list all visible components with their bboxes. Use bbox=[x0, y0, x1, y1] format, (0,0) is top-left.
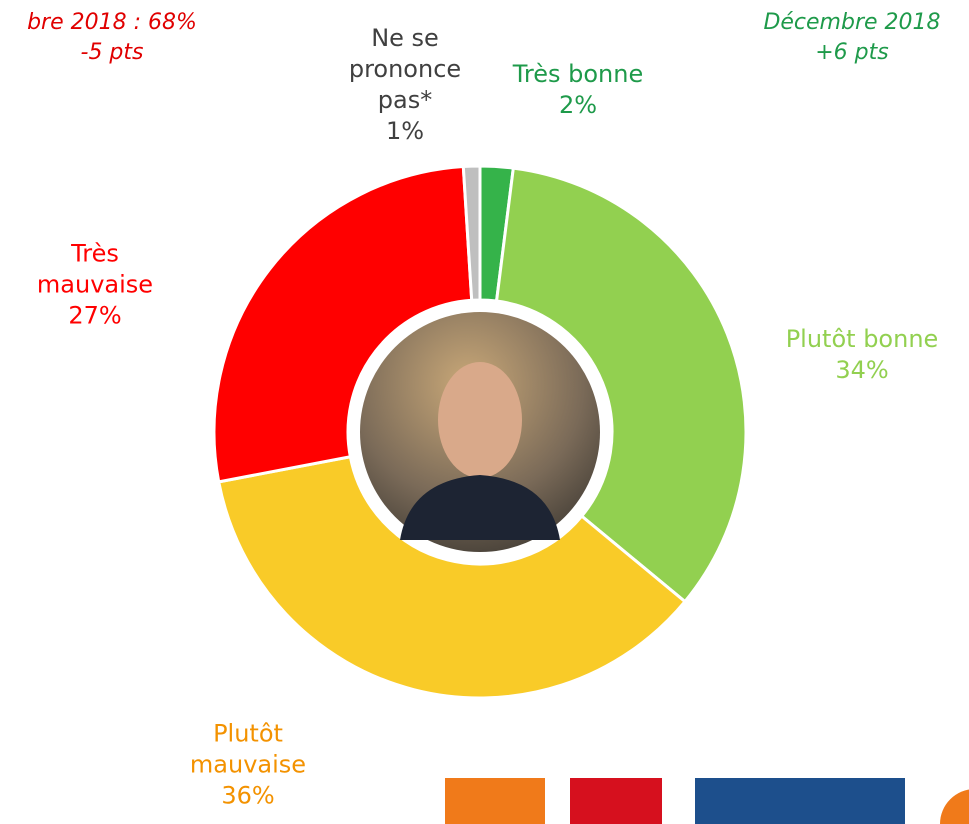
category-label: Ne se prononce pas* bbox=[348, 24, 462, 114]
logo bbox=[570, 778, 662, 824]
category-label: Plutôt bonne bbox=[785, 325, 939, 353]
annotation-line: -5 pts bbox=[80, 40, 144, 65]
portrait-face bbox=[438, 362, 522, 478]
category-label: Très mauvaise bbox=[36, 239, 154, 299]
logo bbox=[940, 789, 969, 824]
slice-label: Plutôt bonne 34% bbox=[752, 324, 969, 386]
value-label: 34% bbox=[835, 356, 889, 384]
annotation-line: bre 2018 : 68% bbox=[27, 10, 197, 35]
slice bbox=[212, 164, 474, 484]
slice bbox=[216, 454, 688, 700]
logo bbox=[695, 778, 905, 824]
slice-label: Très mauvaise 27% bbox=[20, 239, 170, 332]
value-label: 36% bbox=[221, 781, 275, 810]
slice-label: Plutôt mauvaise 36% bbox=[173, 719, 323, 812]
annotation: bre 2018 : 68% -5 pts bbox=[0, 8, 232, 68]
value-label: 27% bbox=[68, 301, 122, 330]
portrait-suit bbox=[400, 475, 560, 540]
value-label: 1% bbox=[385, 117, 425, 145]
annotation: Décembre 2018 +6 pts bbox=[735, 8, 969, 68]
slices bbox=[212, 164, 748, 700]
value-label: 2% bbox=[558, 91, 598, 119]
slice-label: Ne se prononce pas* 1% bbox=[345, 23, 465, 147]
logo bbox=[445, 778, 545, 824]
annotation-line: +6 pts bbox=[815, 40, 889, 65]
category-label: Plutôt mauvaise bbox=[189, 719, 307, 779]
slice-label: Très bonne 2% bbox=[478, 59, 678, 121]
slice bbox=[461, 164, 482, 302]
slice bbox=[494, 166, 748, 604]
annotation-line: Décembre 2018 bbox=[763, 10, 941, 35]
category-label: Très bonne bbox=[512, 60, 644, 88]
